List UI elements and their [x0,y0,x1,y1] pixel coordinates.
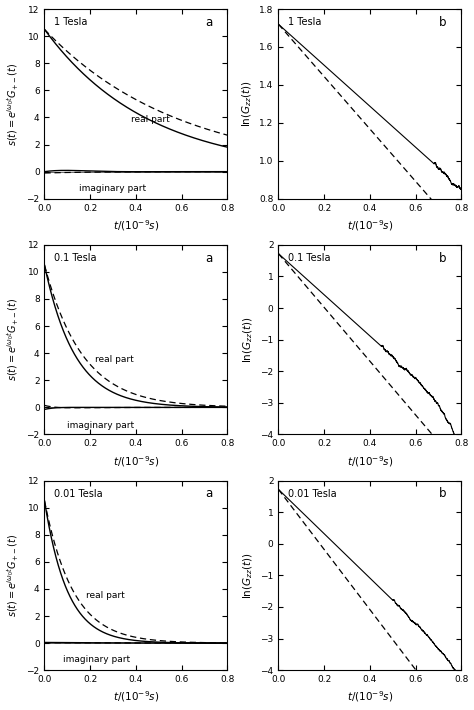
Text: imaginary part: imaginary part [67,421,135,430]
Text: a: a [205,251,213,265]
Text: real part: real part [86,591,124,600]
Text: a: a [205,16,213,29]
Text: b: b [439,16,447,29]
Y-axis label: $s(t){=}e^{i\omega_0 t}G_{+-}(t)$: $s(t){=}e^{i\omega_0 t}G_{+-}(t)$ [6,534,21,617]
Text: b: b [439,251,447,265]
Y-axis label: $\ln(G_{zz}(t))$: $\ln(G_{zz}(t))$ [241,316,255,363]
Text: 0.01 Tesla: 0.01 Tesla [54,488,102,499]
Y-axis label: $s(t){=}e^{i\omega_0 t}G_{+-}(t)$: $s(t){=}e^{i\omega_0 t}G_{+-}(t)$ [6,298,21,381]
Y-axis label: $s(t){=}e^{i\omega_0 t}G_{+-}(t)$: $s(t){=}e^{i\omega_0 t}G_{+-}(t)$ [6,62,21,146]
Text: imaginary part: imaginary part [63,655,130,664]
Text: 0.01 Tesla: 0.01 Tesla [288,488,336,499]
Text: 0.1 Tesla: 0.1 Tesla [54,253,96,263]
Text: 1 Tesla: 1 Tesla [54,17,87,27]
Y-axis label: $\ln(G_{zz}(t))$: $\ln(G_{zz}(t))$ [240,80,254,127]
Text: real part: real part [131,115,170,124]
Text: b: b [439,487,447,501]
Text: 0.1 Tesla: 0.1 Tesla [288,253,330,263]
X-axis label: $t/(10^{-9}s)$: $t/(10^{-9}s)$ [346,218,393,233]
X-axis label: $t/(10^{-9}s)$: $t/(10^{-9}s)$ [113,218,159,233]
X-axis label: $t/(10^{-9}s)$: $t/(10^{-9}s)$ [113,689,159,704]
Text: a: a [205,487,213,501]
X-axis label: $t/(10^{-9}s)$: $t/(10^{-9}s)$ [346,454,393,469]
X-axis label: $t/(10^{-9}s)$: $t/(10^{-9}s)$ [113,454,159,469]
Text: imaginary part: imaginary part [79,184,146,193]
Text: 1 Tesla: 1 Tesla [288,17,321,27]
X-axis label: $t/(10^{-9}s)$: $t/(10^{-9}s)$ [346,689,393,704]
Text: real part: real part [95,355,134,364]
Y-axis label: $\ln(G_{zz}(t))$: $\ln(G_{zz}(t))$ [241,552,255,599]
